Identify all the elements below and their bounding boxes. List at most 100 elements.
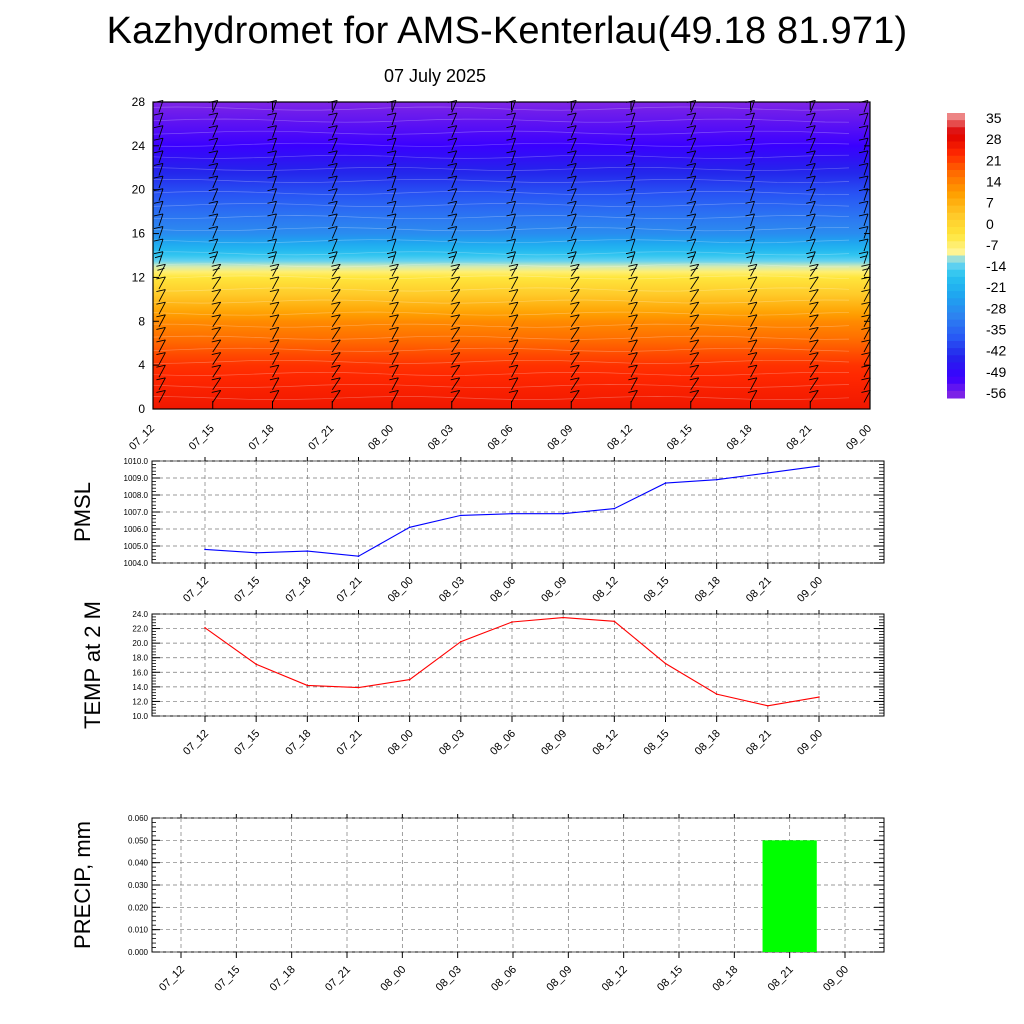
wind-barb-staff xyxy=(331,377,341,391)
wind-barb-staff xyxy=(630,264,638,277)
wind-barb-staff xyxy=(690,276,700,290)
contour-line xyxy=(152,239,850,244)
wind-barb-staff xyxy=(750,352,758,365)
colorbar-segment xyxy=(947,248,965,257)
wind-barb-flag xyxy=(447,238,457,242)
wind-barb-staff xyxy=(272,289,280,302)
colorbar-label: 7 xyxy=(986,195,994,211)
wind-barb-flag xyxy=(328,226,338,229)
x-tick-label: 07_12 xyxy=(181,728,211,758)
y-tick-label: 1004.0 xyxy=(124,559,149,568)
wind-barb-staff xyxy=(158,339,166,353)
y-tick-label: 20.0 xyxy=(132,639,148,648)
x-tick-label: 08_12 xyxy=(590,575,620,605)
wind-barb-staff xyxy=(863,175,869,189)
wind-barb-flag xyxy=(686,188,696,192)
wind-barb-flag xyxy=(211,339,221,343)
y-tick-label: 0.040 xyxy=(128,859,149,868)
wind-barb-flag xyxy=(389,364,399,368)
wind-barb-staff xyxy=(451,201,458,214)
wind-barb-flag xyxy=(447,163,457,166)
wind-barb-staff xyxy=(863,188,869,201)
wind-barb-staff xyxy=(451,364,461,378)
wind-barb-flag xyxy=(858,213,869,217)
wind-barb-staff xyxy=(158,175,164,189)
wind-barb-staff xyxy=(570,226,577,239)
wind-barb-flag xyxy=(208,150,218,154)
wind-barb-flag xyxy=(689,326,699,330)
wind-barb-staff xyxy=(331,339,341,353)
wind-barb-flag xyxy=(809,314,819,318)
x-tick-label: 08_06 xyxy=(488,728,518,758)
wind-barb-staff xyxy=(331,314,341,328)
wind-barb-flag xyxy=(386,125,397,129)
wind-barb-flag xyxy=(270,267,279,271)
wind-barb-flag xyxy=(687,255,695,259)
wind-barb-flag xyxy=(267,200,277,204)
wind-barb-flag xyxy=(862,267,870,271)
wind-barb-staff xyxy=(511,339,519,353)
wind-barb-flag xyxy=(447,125,457,129)
wind-barb-staff xyxy=(570,364,580,378)
wind-barb-staff xyxy=(863,238,869,252)
wind-barb-staff xyxy=(212,264,222,277)
wind-barb-staff xyxy=(630,238,636,252)
wind-barb-flag xyxy=(506,251,516,255)
wind-barb-flag xyxy=(328,137,338,141)
wind-barb-staff xyxy=(809,251,816,264)
pmsl-data-point xyxy=(664,482,667,484)
y-tick-label: 28 xyxy=(132,95,146,109)
contour-line xyxy=(152,287,850,292)
wind-barb-staff xyxy=(272,327,280,340)
wind-barb-staff xyxy=(863,201,869,214)
wind-barb-staff xyxy=(391,339,399,353)
precip-bar xyxy=(762,840,817,952)
wind-barb-staff xyxy=(158,112,164,126)
wind-barb-flag xyxy=(386,226,397,229)
x-tick-label: 07_15 xyxy=(232,728,262,758)
wind-barb-flag xyxy=(570,352,580,356)
wind-barb-staff xyxy=(212,125,219,138)
wind-barb-staff xyxy=(331,138,338,151)
wind-barb-flag xyxy=(806,200,816,204)
wind-barb-flag xyxy=(506,175,516,179)
wind-barb-staff xyxy=(570,352,580,365)
wind-barb-flag xyxy=(331,314,341,318)
wind-barb-flag xyxy=(386,150,397,154)
wind-barb-staff xyxy=(750,276,758,290)
contour-line xyxy=(152,323,850,328)
wind-barb-staff xyxy=(272,188,277,201)
wind-barb-staff xyxy=(331,352,341,365)
wind-barb-staff xyxy=(863,327,871,340)
wind-barb-flag xyxy=(208,175,218,179)
wind-barb-flag xyxy=(861,314,871,318)
wind-barb-staff xyxy=(272,213,277,227)
wind-barb-staff xyxy=(272,251,277,264)
wind-barb-staff xyxy=(212,314,222,328)
wind-barb-staff xyxy=(158,201,164,214)
wind-barb-flag xyxy=(858,112,869,116)
wind-barb-flag xyxy=(211,289,221,292)
wind-barb-flag xyxy=(386,175,397,179)
y-tick-label: 0.020 xyxy=(128,903,149,912)
wind-barb-staff xyxy=(690,150,697,164)
x-tick-label: 07_12 xyxy=(181,575,211,605)
wind-barb-flag xyxy=(508,339,518,343)
wind-barb-flag xyxy=(508,314,518,318)
wind-barb-flag xyxy=(267,150,277,154)
wind-barb-staff xyxy=(690,377,700,391)
wind-barb-flag xyxy=(809,301,819,305)
wind-barb-flag xyxy=(686,150,696,154)
wind-barb-flag xyxy=(153,251,164,255)
wind-barb-flag xyxy=(269,339,279,343)
colorbar-segment xyxy=(947,284,965,292)
wind-barb-flag xyxy=(389,314,399,318)
wind-barb-staff xyxy=(331,264,341,277)
wind-barb-staff xyxy=(158,251,164,264)
wind-barb-flag xyxy=(567,188,577,192)
y-tick-label: 14.0 xyxy=(132,683,148,692)
wind-barb-flag xyxy=(328,188,338,192)
wind-barb-staff xyxy=(272,264,280,277)
wind-barb-staff xyxy=(331,125,338,138)
x-tick-label: 07_18 xyxy=(283,728,313,758)
